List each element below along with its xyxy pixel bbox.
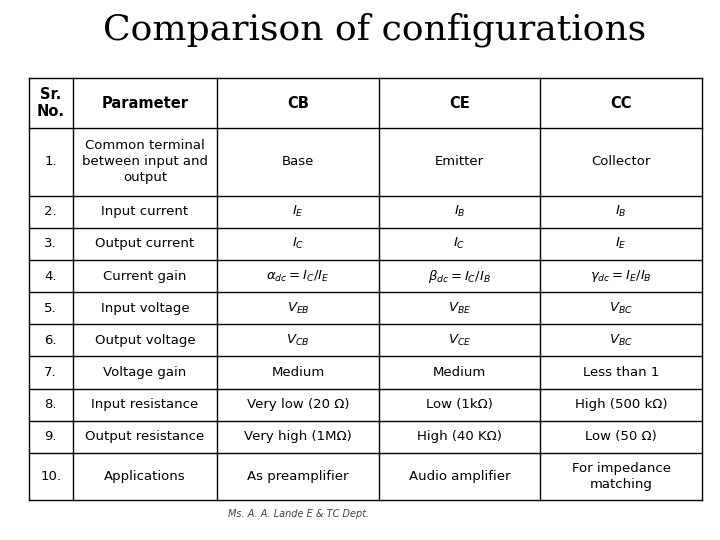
Text: $\gamma_{dc} = I_E / I_B$: $\gamma_{dc} = I_E / I_B$: [590, 268, 652, 284]
Text: 2.: 2.: [45, 205, 57, 218]
Text: $I_E$: $I_E$: [616, 237, 627, 252]
Text: 3.: 3.: [45, 238, 57, 251]
Text: $V_{EB}$: $V_{EB}$: [287, 301, 310, 316]
Text: 1.: 1.: [45, 156, 57, 168]
Text: Less than 1: Less than 1: [583, 366, 660, 379]
Text: $I_E$: $I_E$: [292, 204, 304, 219]
Text: CB: CB: [287, 96, 309, 111]
Text: High (40 KΩ): High (40 KΩ): [417, 430, 502, 443]
Text: Base: Base: [282, 156, 314, 168]
Text: Current gain: Current gain: [103, 269, 186, 282]
Text: Input current: Input current: [102, 205, 189, 218]
Text: Very high (1MΩ): Very high (1MΩ): [244, 430, 352, 443]
Text: Collector: Collector: [592, 156, 651, 168]
Text: Common terminal
between input and
output: Common terminal between input and output: [82, 139, 208, 184]
Text: Applications: Applications: [104, 470, 186, 483]
Text: $I_B$: $I_B$: [454, 204, 466, 219]
Text: Low (50 Ω): Low (50 Ω): [585, 430, 657, 443]
Text: Input voltage: Input voltage: [101, 302, 189, 315]
Text: $I_B$: $I_B$: [616, 204, 627, 219]
Text: 7.: 7.: [45, 366, 57, 379]
Text: Input resistance: Input resistance: [91, 398, 199, 411]
Text: 9.: 9.: [45, 430, 57, 443]
Text: $V_{BE}$: $V_{BE}$: [448, 301, 472, 316]
Text: $V_{CE}$: $V_{CE}$: [448, 333, 472, 348]
Text: Comparison of configurations: Comparison of configurations: [103, 12, 646, 47]
Text: High (500 kΩ): High (500 kΩ): [575, 398, 667, 411]
Text: Ms. A. A. Lande E & TC Dept.: Ms. A. A. Lande E & TC Dept.: [228, 509, 369, 519]
Text: As preamplifier: As preamplifier: [248, 470, 348, 483]
Text: Output current: Output current: [95, 238, 194, 251]
Text: Emitter: Emitter: [435, 156, 485, 168]
Text: $\beta_{dc} = I_C / I_B$: $\beta_{dc} = I_C / I_B$: [428, 267, 491, 285]
Text: Output voltage: Output voltage: [94, 334, 195, 347]
Text: 6.: 6.: [45, 334, 57, 347]
Text: CC: CC: [611, 96, 632, 111]
Text: Very low (20 Ω): Very low (20 Ω): [247, 398, 349, 411]
Text: 10.: 10.: [40, 470, 61, 483]
Text: Sr.
No.: Sr. No.: [37, 87, 65, 119]
Text: Output resistance: Output resistance: [85, 430, 204, 443]
Text: $V_{BC}$: $V_{BC}$: [609, 301, 633, 316]
Text: $I_C$: $I_C$: [454, 237, 466, 252]
Text: $\alpha_{dc} = I_C / I_E$: $\alpha_{dc} = I_C / I_E$: [266, 268, 330, 284]
Text: $V_{CB}$: $V_{CB}$: [287, 333, 310, 348]
Text: Medium: Medium: [433, 366, 486, 379]
Text: CE: CE: [449, 96, 470, 111]
Text: Low (1kΩ): Low (1kΩ): [426, 398, 493, 411]
Text: 5.: 5.: [45, 302, 57, 315]
Text: 4.: 4.: [45, 269, 57, 282]
Text: Parameter: Parameter: [102, 96, 189, 111]
Text: 8.: 8.: [45, 398, 57, 411]
Text: Medium: Medium: [271, 366, 325, 379]
Text: For impedance
matching: For impedance matching: [572, 462, 671, 491]
Text: $I_C$: $I_C$: [292, 237, 305, 252]
Text: Audio amplifier: Audio amplifier: [409, 470, 510, 483]
Text: Voltage gain: Voltage gain: [103, 366, 186, 379]
Text: $V_{BC}$: $V_{BC}$: [609, 333, 633, 348]
